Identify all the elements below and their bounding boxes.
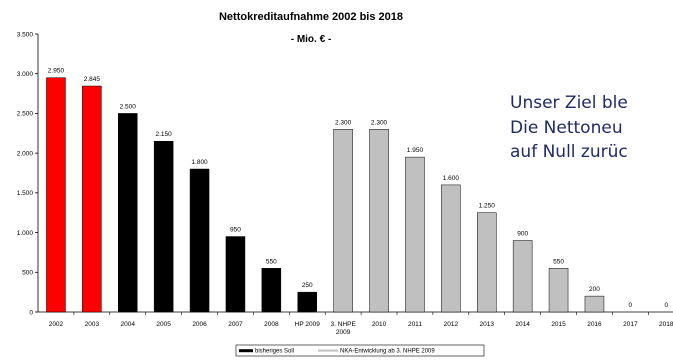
x-tick-label: HP 2009 <box>295 321 321 328</box>
y-tick-label: 2.500 <box>17 111 34 118</box>
bar-value-label: 2.950 <box>48 68 65 75</box>
y-tick-label: 3.000 <box>17 71 34 78</box>
bar-value-label: 2.300 <box>371 119 388 126</box>
bar-value-label: 0 <box>629 302 633 309</box>
bar <box>118 113 138 313</box>
legend: bisheriges Soll NKA-Entwicklung ab 3. NH… <box>235 344 485 357</box>
bar-value-label: 2.500 <box>120 103 137 110</box>
x-tick-label: 2018 <box>659 321 673 328</box>
bar-value-label: 2.300 <box>335 119 352 126</box>
x-tick-label: 2011 <box>408 321 422 328</box>
y-tick-label: 2.000 <box>17 150 34 157</box>
bar <box>225 236 246 313</box>
overlay-text: Unser Ziel ble Die Nettoneu auf Null zur… <box>510 91 628 165</box>
overlay-line-1: Unser Ziel ble <box>510 93 628 113</box>
bar-value-label: 250 <box>302 282 313 289</box>
x-tick-label: 2015 <box>551 321 566 328</box>
overlay-line-2: Die Nettoneu <box>510 117 623 138</box>
x-tick-label: 3. NHPE 2009 <box>331 321 357 336</box>
bar <box>405 156 425 313</box>
x-tick-label: 2016 <box>587 321 602 328</box>
value-labels: 2.950 2.845 2.500 2.150 1.800 950 550 250 2.300 2… <box>48 68 669 309</box>
x-ticks: 2002 2003 2004 2005 2006 2007 2008 HP 2009 3. NH… <box>49 312 673 336</box>
bar-value-label: 1.250 <box>479 203 496 210</box>
y-ticks: 0 500 1.000 1.500 2.000 2.500 3.000 3.500 <box>17 31 38 316</box>
bar <box>369 129 389 313</box>
bar-value-label: 2.150 <box>156 131 173 138</box>
chart-subtitle: - Mio. € - <box>291 34 332 45</box>
bar <box>333 129 353 313</box>
bar-value-label: 900 <box>517 231 528 238</box>
y-tick-label: 0 <box>29 309 33 316</box>
x-tick-label: 2014 <box>515 321 530 328</box>
x-tick-label: 2017 <box>623 321 638 328</box>
bar <box>548 268 569 313</box>
bar <box>153 140 174 313</box>
bar <box>477 212 497 313</box>
y-tick-label: 1.500 <box>17 190 34 197</box>
legend-swatch-bisheriges-soll <box>239 349 253 353</box>
bar <box>297 291 317 313</box>
bar-value-label: 200 <box>589 286 600 293</box>
bar-value-label: 1.950 <box>407 147 424 154</box>
legend-label-bisheriges-soll: bisheriges Soll <box>255 349 294 355</box>
y-tick-label: 3.500 <box>17 31 34 38</box>
x-tick-label: 2008 <box>264 321 279 328</box>
chart-title: Nettokreditaufnahme 2002 bis 2018 <box>219 11 403 23</box>
overlay-line-3: auf Null zurüc <box>510 142 628 162</box>
x-tick-label: 2010 <box>372 321 387 328</box>
bar-value-label: 550 <box>266 258 277 265</box>
bar <box>189 168 210 313</box>
x-tick-label: 2005 <box>156 321 171 328</box>
y-tick-label: 500 <box>22 270 33 277</box>
bar-value-label: 550 <box>553 258 564 265</box>
bar-value-label: 1.600 <box>443 175 460 182</box>
bar-value-label: 2.845 <box>84 76 101 83</box>
bar-value-label: 0 <box>664 302 668 309</box>
bar-value-label: 950 <box>230 227 241 234</box>
bar <box>82 85 102 313</box>
y-tick-label: 1.000 <box>17 230 34 237</box>
x-tick-label: 2012 <box>444 321 459 328</box>
x-tick-label: 2002 <box>49 321 64 328</box>
x-tick-label: 2006 <box>192 321 207 328</box>
x-tick-label: 2013 <box>480 321 495 328</box>
legend-label-nka-entwicklung: NKA-Entwicklung ab 3. NHPE 2009 <box>340 349 435 355</box>
x-tick-label: 2004 <box>121 321 136 328</box>
x-tick-label: 2007 <box>228 321 243 328</box>
legend-swatch-nka-entwicklung <box>318 349 338 352</box>
bar <box>584 295 605 313</box>
bar-value-label: 1.800 <box>191 159 208 166</box>
bar <box>512 240 533 313</box>
legend-box <box>235 344 485 357</box>
bars <box>46 77 605 313</box>
bar <box>46 77 66 313</box>
x-tick-label: 2003 <box>85 321 100 328</box>
bar <box>261 268 282 313</box>
bar <box>441 184 461 313</box>
